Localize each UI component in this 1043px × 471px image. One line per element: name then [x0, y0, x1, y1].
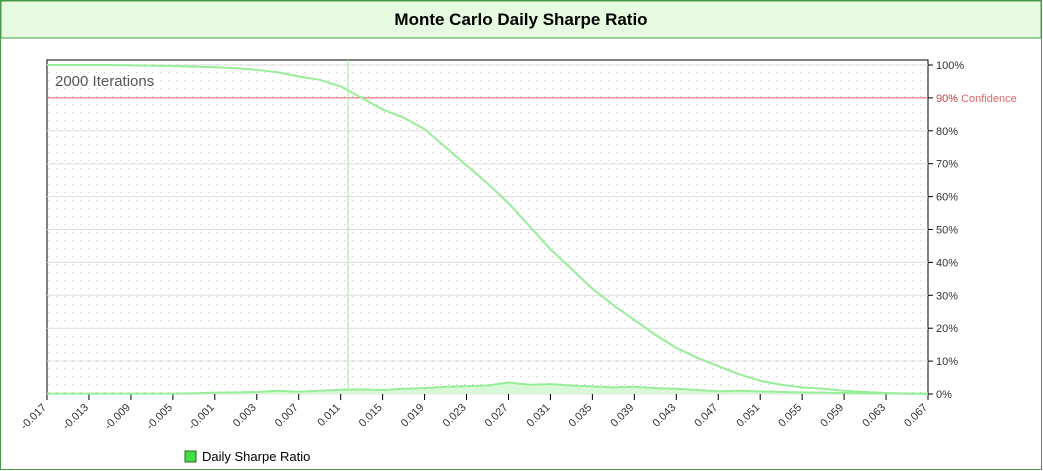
y-tick-label: 20%: [936, 323, 958, 335]
y-tick-label: 50%: [936, 225, 958, 237]
y-tick-label: 70%: [936, 159, 958, 171]
title-bar: [0, 0, 1042, 39]
y-tick-label: 90%: [936, 93, 958, 105]
legend-label: Daily Sharpe Ratio: [202, 449, 310, 464]
annotation: 2000 Iterations: [55, 73, 154, 90]
y-tick-label: 30%: [936, 290, 958, 302]
y-tick-label: 0%: [936, 389, 952, 401]
y-tick-label: 40%: [936, 257, 958, 269]
y-tick-label: 100%: [936, 60, 964, 72]
line: [47, 64, 929, 395]
y-tick-label: 80%: [936, 126, 958, 138]
line: [47, 381, 928, 395]
reference-label: 90% Confidence: [936, 93, 1017, 105]
y-tick-label: 60%: [936, 192, 958, 204]
chart-title: Monte Carlo Daily Sharpe Ratio: [394, 10, 647, 29]
plot-area: [46, 59, 929, 395]
legend-swatch: [184, 450, 197, 463]
y-tick-label: 10%: [936, 356, 958, 368]
